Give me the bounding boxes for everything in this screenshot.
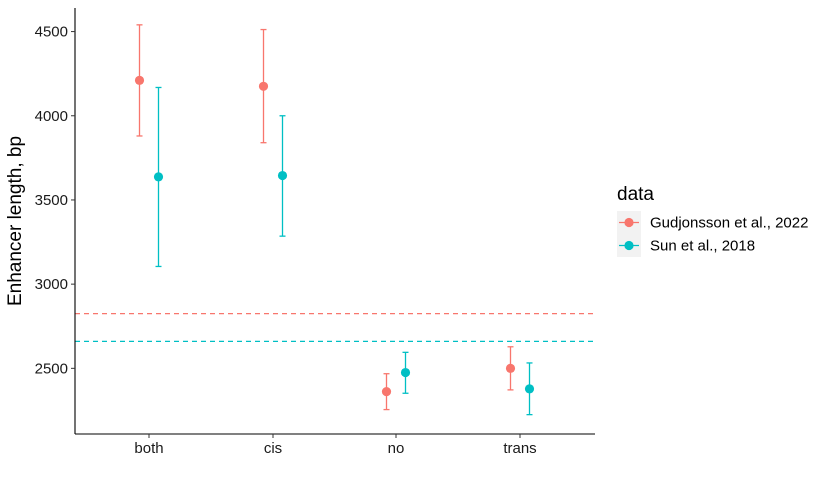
axes [74,8,595,435]
y-axis-title: Enhancer length, bp [5,136,26,306]
legend-label: Gudjonsson et al., 2022 [650,215,808,232]
legend-key-point [624,240,634,251]
y-tick-label: 2500 [35,360,68,377]
y-tick-label: 3000 [35,276,68,293]
x-tick-label: both [134,440,163,457]
data-points [134,75,535,397]
x-ticks: both cis no trans [134,434,537,457]
y-ticks: 2500 3000 3500 4000 4500 [35,24,75,377]
data-point [258,81,269,91]
x-tick-label: no [388,440,405,457]
legend-key-point [624,217,634,228]
data-point [400,367,411,378]
data-point [505,363,516,373]
legend-label: Sun et al., 2018 [650,238,755,255]
reference-lines [75,312,595,343]
error-bars [136,24,533,416]
data-point [277,170,288,181]
legend-title: data [617,184,654,205]
data-point [381,386,392,397]
legend: data Gudjonsson et al., 2022 Sun et al., … [617,184,808,257]
x-tick-label: trans [503,440,536,457]
x-tick-label: cis [264,440,282,457]
y-tick-label: 4000 [35,108,68,125]
data-point [153,172,164,182]
data-point [524,384,535,394]
y-tick-label: 3500 [35,192,68,209]
y-tick-label: 4500 [35,24,68,41]
data-point [134,75,145,86]
